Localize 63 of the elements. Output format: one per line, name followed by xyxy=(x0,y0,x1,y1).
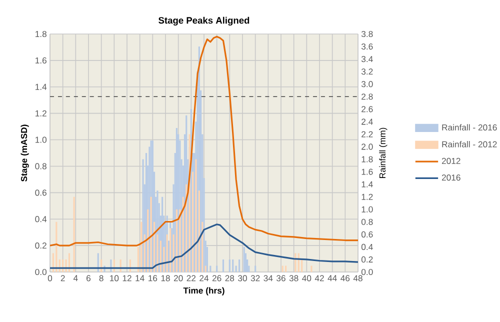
x-tick-label: 6 xyxy=(86,275,91,282)
y2-tick-label: 3.4 xyxy=(361,56,373,62)
x-tick-label: 36 xyxy=(276,275,286,282)
y2-tick-label: 3.0 xyxy=(361,81,373,88)
y2-tick-label: 2.0 xyxy=(362,144,373,150)
x-tick-label: 32 xyxy=(250,275,260,282)
y-tick-label: 0.2 xyxy=(35,242,46,249)
legend-label: 2016 xyxy=(442,174,460,181)
y-tick-label: 0.8 xyxy=(35,163,46,170)
y2-tick-label: 2.6 xyxy=(362,106,373,112)
x-tick-label: 24 xyxy=(200,275,209,282)
x-tick-label: 48 xyxy=(353,275,362,282)
x-tick-label: 2 xyxy=(60,275,65,282)
x-tick-label: 38 xyxy=(289,275,298,282)
y2-tick-label: 1.0 xyxy=(362,206,373,212)
x-tick-label: 16 xyxy=(148,275,158,282)
x-tick-label: 42 xyxy=(314,275,324,282)
legend-label: Rainfall - 2016 xyxy=(442,124,497,131)
y2-axis-title: Rainfall (mm) xyxy=(379,128,388,178)
x-tick-label: 20 xyxy=(174,275,183,282)
y2-tick-label: 1.2 xyxy=(362,194,373,200)
x-tick-label: 14 xyxy=(136,275,144,282)
x-tick-label: 34 xyxy=(264,275,273,282)
y2-tick-label: 2.4 xyxy=(362,118,373,125)
x-tick-label: 18 xyxy=(161,275,170,282)
x-tick-label: 40 xyxy=(302,275,312,282)
y-tick-label: 0.4 xyxy=(35,216,47,222)
y-tick-label: 0.0 xyxy=(35,268,47,276)
y2-tick-label: 1.6 xyxy=(362,168,373,175)
x-tick-label: 44 xyxy=(328,275,337,282)
y-tick-label: 1.0 xyxy=(36,136,47,143)
y2-tick-label: 0.6 xyxy=(361,231,373,238)
y-tick-label: 1.2 xyxy=(36,110,46,116)
y2-tick-label: 0.4 xyxy=(361,244,373,250)
chart-title: Stage Peaks Aligned xyxy=(158,16,250,26)
x-tick-label: 26 xyxy=(212,275,222,282)
y2-tick-label: 2.2 xyxy=(362,131,373,138)
y2-tick-label: 0.8 xyxy=(361,218,373,225)
x-tick-label: 10 xyxy=(110,275,119,282)
y2-tick-label: 1.8 xyxy=(362,156,373,162)
x-axis-title: Time (hrs) xyxy=(183,287,224,296)
x-tick-label: 12 xyxy=(122,275,132,282)
y2-tick-label: 1.4 xyxy=(362,181,373,188)
y2-tick-label: 3.8 xyxy=(361,30,373,38)
y-tick-label: 1.4 xyxy=(36,84,47,90)
x-tick-label: 22 xyxy=(186,275,196,282)
legend-label: 2012 xyxy=(442,158,460,164)
x-tick-label: 30 xyxy=(238,275,247,282)
x-tick-label: 46 xyxy=(340,275,350,282)
y-tick-label: 1.6 xyxy=(36,57,46,64)
y2-tick-label: 3.2 xyxy=(361,68,373,75)
legend-label: Rainfall - 2012 xyxy=(442,141,497,148)
y2-tick-label: 2.8 xyxy=(362,94,373,100)
x-tick-label: 0 xyxy=(48,275,52,282)
y-axis-title: Stage (mASD) xyxy=(20,124,29,182)
y-tick-label: 0.6 xyxy=(35,190,46,196)
y2-tick-label: 3.6 xyxy=(361,43,373,50)
y2-tick-label: 0.0 xyxy=(361,268,373,276)
x-tick-label: 4 xyxy=(73,275,78,282)
y-tick-label: 1.8 xyxy=(36,30,46,38)
x-tick-label: 28 xyxy=(225,275,234,282)
x-tick-label: 8 xyxy=(99,275,104,282)
y2-tick-label: 0.2 xyxy=(361,256,373,263)
